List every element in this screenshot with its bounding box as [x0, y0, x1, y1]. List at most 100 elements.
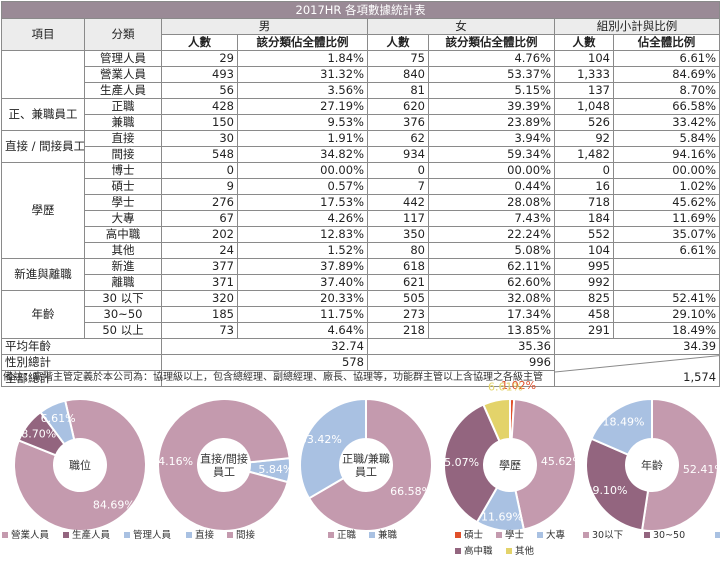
- female-ratio: 32.08%: [428, 290, 555, 307]
- female-count: 0: [367, 162, 429, 179]
- female-ratio: 17.34%: [428, 306, 555, 323]
- total-ratio: 8.70%: [612, 82, 720, 99]
- donut-slice-label: 1.02%: [501, 380, 536, 392]
- donut-slice: [157, 398, 291, 532]
- header-class: 分類: [84, 18, 162, 51]
- total-count: 825: [554, 290, 614, 307]
- donut-slice: [590, 397, 653, 456]
- donut-slice-label: 45.62%: [541, 455, 583, 468]
- donut-slice-label: 84.69%: [93, 499, 135, 512]
- table-row: 生產人員 56 3.56% 81 5.15% 137 8.70%: [2, 82, 720, 99]
- gender-total-label: 性別總計: [1, 354, 162, 371]
- group-label: 年齡: [1, 290, 85, 339]
- class-cell: 正職: [84, 98, 162, 115]
- female-count: 618: [367, 258, 429, 275]
- class-cell: 直接: [84, 130, 162, 147]
- legend-label: 生產人員: [72, 529, 111, 541]
- avg-age-female: 35.36: [367, 338, 555, 355]
- legend-swatch: [227, 532, 233, 538]
- male-ratio: 4.64%: [237, 322, 368, 339]
- female-ratio: 7.43%: [428, 210, 555, 227]
- donut-slice-label: 33.42%: [300, 433, 342, 446]
- legend-label: 直接: [195, 529, 215, 541]
- legend-swatch: [496, 532, 502, 538]
- legend-label: 大專: [546, 529, 566, 541]
- donut-slice-label: 6.61%: [488, 381, 523, 394]
- total-ratio: 1.02%: [612, 178, 720, 195]
- male-ratio: 37.89%: [237, 258, 368, 275]
- female-count: 376: [367, 114, 429, 131]
- male-ratio: 0.57%: [237, 178, 368, 195]
- female-count: 117: [367, 210, 429, 227]
- grand-total-cell: 1,574: [553, 354, 720, 387]
- class-cell: 大專: [84, 210, 162, 227]
- male-count: 30: [161, 130, 238, 147]
- group-label: 直接 / 間接員工: [1, 130, 85, 163]
- male-ratio: 12.83%: [237, 226, 368, 243]
- total-ratio: 00.00%: [612, 162, 720, 179]
- male-ratio: 00.00%: [237, 162, 368, 179]
- header-male-count: 人數: [161, 34, 238, 51]
- class-cell: 學士: [84, 194, 162, 211]
- male-count: 276: [161, 194, 238, 211]
- donut-center-label: 學歷: [499, 459, 521, 472]
- avg-age-label: 平均年齡: [1, 338, 162, 355]
- donut-slice-label: 94.16%: [151, 455, 193, 468]
- male-count: 428: [161, 98, 238, 115]
- legend-label: 碩士: [464, 529, 484, 541]
- table-row: 30~50 185 11.75% 273 17.34% 458 29.10%: [2, 306, 720, 323]
- avg-age-male: 32.74: [161, 338, 368, 355]
- header-female: 女: [367, 18, 555, 35]
- male-ratio: 17.53%: [237, 194, 368, 211]
- total-ratio: 5.84%: [612, 130, 720, 147]
- female-count: 350: [367, 226, 429, 243]
- male-count: 29: [161, 50, 238, 67]
- male-count: 202: [161, 226, 238, 243]
- male-count: 548: [161, 146, 238, 163]
- table-row: 年齡 30 以下 320 20.33% 505 32.08% 825 52.41%: [1, 290, 720, 339]
- avg-age-total: 34.39: [553, 338, 720, 355]
- table-summary: 平均年齡 32.74 35.36 34.39 性別總計 578 996 1,57…: [1, 338, 720, 387]
- grand-total-label: 全部總計: [1, 370, 162, 387]
- header-total-ratio: 佔全體比例: [612, 34, 720, 51]
- female-ratio: 59.34%: [428, 146, 555, 163]
- female-count: 81: [367, 82, 429, 99]
- legend-label: 兼職: [378, 529, 398, 541]
- female-ratio: 62.11%: [428, 258, 555, 275]
- class-cell: 兼職: [84, 114, 162, 131]
- male-ratio: 1.84%: [237, 50, 368, 67]
- group-label: 學歷: [1, 162, 85, 259]
- male-count: 9: [161, 178, 238, 195]
- legend-swatch: [2, 532, 8, 538]
- legend-label: 學士: [505, 529, 525, 541]
- donut-center-label: 直接/間接: [200, 452, 248, 466]
- total-count: 1,482: [554, 146, 614, 163]
- legend-label: 高中職: [464, 545, 493, 557]
- donut-center-label: 員工: [355, 466, 377, 479]
- total-ratio: 35.07%: [612, 226, 720, 243]
- legend-label: 間接: [236, 529, 256, 541]
- donut-slice-label: 52.41%: [683, 463, 720, 476]
- header-total: 組別小計與比例: [553, 18, 720, 35]
- male-count: 185: [161, 306, 238, 323]
- total-count: 16: [554, 178, 614, 195]
- table-row: 其他 24 1.52% 80 5.08% 104 6.61%: [2, 242, 720, 259]
- male-count: 320: [161, 290, 238, 307]
- female-count: 505: [367, 290, 429, 307]
- male-ratio: 11.75%: [237, 306, 368, 323]
- total-ratio: 18.49%: [612, 322, 720, 339]
- total-count: 104: [554, 242, 614, 259]
- header-item: 項目: [1, 18, 85, 51]
- total-count: 1,048: [554, 98, 614, 115]
- donut-slice-label: 18.49%: [602, 416, 644, 429]
- male-count: 0: [161, 162, 238, 179]
- male-ratio: 4.26%: [237, 210, 368, 227]
- female-ratio: 5.08%: [428, 242, 555, 259]
- class-cell: 50 以上: [84, 322, 162, 339]
- table-row: 離職 371 37.40% 621 62.60% 992: [2, 274, 720, 291]
- total-count: 995: [554, 258, 614, 275]
- legend-label: 其他: [515, 545, 535, 557]
- female-ratio: 62.60%: [428, 274, 555, 291]
- group-label: 新進與離職: [1, 258, 85, 291]
- donut-center-label: 正職/兼職: [342, 453, 390, 466]
